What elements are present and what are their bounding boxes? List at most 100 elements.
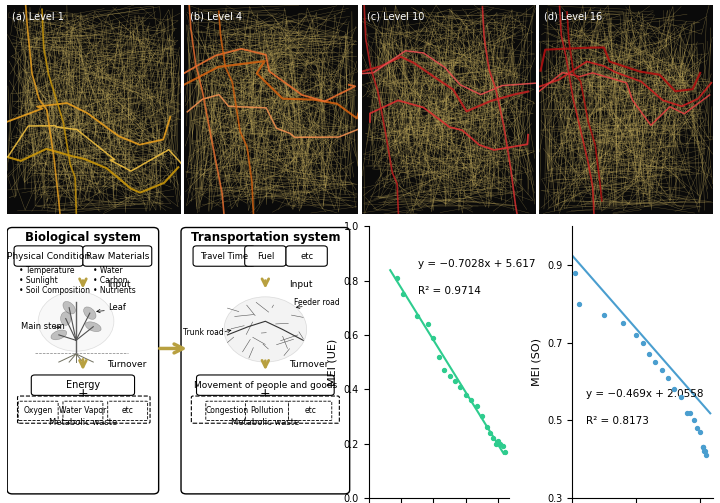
- Text: etc: etc: [304, 406, 316, 415]
- Text: y = −0.469x + 2.0558: y = −0.469x + 2.0558: [586, 389, 704, 399]
- FancyBboxPatch shape: [17, 396, 150, 423]
- Point: [492, 437, 504, 445]
- Text: Leaf: Leaf: [109, 303, 126, 312]
- FancyBboxPatch shape: [83, 246, 152, 266]
- Point: [482, 423, 493, 431]
- Point: [477, 412, 488, 421]
- Point: [391, 274, 402, 282]
- Ellipse shape: [60, 312, 71, 325]
- Ellipse shape: [86, 322, 101, 331]
- Point: [675, 393, 687, 401]
- Point: [698, 447, 710, 455]
- Point: [499, 448, 510, 456]
- Text: Energy: Energy: [66, 380, 100, 390]
- Text: etc: etc: [300, 252, 313, 261]
- FancyBboxPatch shape: [206, 401, 249, 421]
- Text: etc: etc: [122, 406, 134, 415]
- Point: [449, 377, 461, 385]
- Text: +: +: [260, 387, 271, 400]
- Text: Physical Condition: Physical Condition: [7, 252, 90, 261]
- Point: [694, 428, 706, 436]
- FancyBboxPatch shape: [31, 375, 135, 395]
- FancyBboxPatch shape: [18, 401, 58, 421]
- FancyBboxPatch shape: [7, 227, 158, 494]
- Point: [484, 429, 495, 437]
- Point: [692, 424, 703, 432]
- Point: [471, 401, 482, 409]
- Circle shape: [224, 297, 307, 362]
- Text: Fuel: Fuel: [256, 252, 274, 261]
- Text: Transportation system: Transportation system: [191, 230, 340, 243]
- Point: [397, 290, 409, 298]
- Ellipse shape: [84, 307, 96, 319]
- Point: [497, 442, 508, 450]
- Point: [490, 440, 502, 448]
- Point: [701, 451, 712, 459]
- Text: Water Vapor: Water Vapor: [59, 406, 107, 415]
- Point: [428, 333, 439, 342]
- Text: • Temperature: • Temperature: [19, 267, 75, 276]
- Text: Metabolic waste: Metabolic waste: [49, 418, 117, 427]
- Text: • Carbon: • Carbon: [94, 276, 127, 285]
- FancyBboxPatch shape: [289, 401, 332, 421]
- Text: Input: Input: [107, 280, 130, 289]
- Point: [643, 350, 654, 358]
- Text: Turnover: Turnover: [107, 360, 146, 369]
- Point: [682, 408, 693, 416]
- FancyBboxPatch shape: [193, 246, 255, 266]
- Point: [423, 320, 434, 328]
- Point: [618, 319, 629, 327]
- Ellipse shape: [51, 330, 67, 340]
- Text: Raw Materials: Raw Materials: [86, 252, 149, 261]
- Text: Congestion: Congestion: [206, 406, 249, 415]
- Point: [656, 366, 667, 374]
- Text: (b) Level 4: (b) Level 4: [189, 11, 242, 21]
- Text: • Nutrients: • Nutrients: [94, 286, 136, 295]
- Text: Travel Time: Travel Time: [200, 252, 248, 261]
- Text: Movement of people and goods: Movement of people and goods: [194, 381, 337, 390]
- Point: [495, 440, 506, 448]
- Text: Biological system: Biological system: [25, 230, 141, 243]
- Text: Main stem: Main stem: [21, 322, 65, 331]
- Point: [662, 374, 674, 382]
- FancyBboxPatch shape: [246, 401, 289, 421]
- Point: [598, 311, 610, 319]
- Point: [688, 416, 699, 425]
- Text: Trunk road: Trunk road: [183, 328, 224, 337]
- Text: (c) Level 10: (c) Level 10: [367, 11, 424, 21]
- Text: Pollution: Pollution: [251, 406, 284, 415]
- FancyBboxPatch shape: [245, 246, 286, 266]
- Circle shape: [38, 291, 114, 351]
- Point: [631, 331, 642, 339]
- Text: • Sunlight: • Sunlight: [19, 276, 58, 285]
- FancyBboxPatch shape: [192, 396, 339, 423]
- Ellipse shape: [63, 301, 76, 314]
- Point: [433, 353, 445, 361]
- Y-axis label: MEI (SO): MEI (SO): [531, 338, 541, 386]
- Text: • Water: • Water: [94, 267, 123, 276]
- FancyBboxPatch shape: [14, 246, 83, 266]
- Point: [636, 339, 648, 347]
- Text: Oxygen: Oxygen: [24, 406, 53, 415]
- FancyBboxPatch shape: [286, 246, 328, 266]
- Y-axis label: MEI (UE): MEI (UE): [328, 339, 338, 386]
- Text: R² = 0.8173: R² = 0.8173: [586, 416, 649, 427]
- Point: [649, 358, 661, 366]
- Point: [411, 312, 423, 320]
- Point: [684, 408, 696, 416]
- FancyBboxPatch shape: [181, 227, 350, 494]
- Point: [438, 366, 450, 374]
- Point: [573, 300, 585, 308]
- Text: Feeder road: Feeder road: [294, 298, 340, 307]
- Text: Metabolic waste: Metabolic waste: [231, 418, 300, 427]
- FancyBboxPatch shape: [108, 401, 148, 421]
- Point: [444, 372, 456, 380]
- Point: [487, 434, 499, 442]
- Text: Turnover: Turnover: [289, 360, 329, 369]
- Point: [697, 444, 708, 452]
- Text: (d) Level 16: (d) Level 16: [544, 11, 603, 21]
- Point: [466, 396, 477, 404]
- FancyBboxPatch shape: [63, 401, 103, 421]
- Text: (a) Level 1: (a) Level 1: [12, 11, 64, 21]
- Text: R² = 0.9714: R² = 0.9714: [418, 286, 481, 296]
